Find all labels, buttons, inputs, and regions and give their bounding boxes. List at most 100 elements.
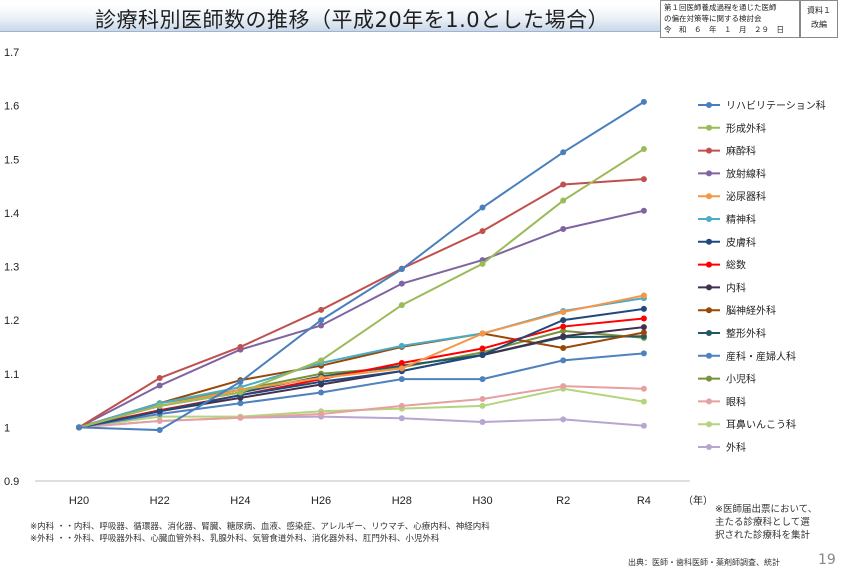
series-line [78,178,644,429]
material-number: 資料１ [807,6,831,15]
legend-marker [706,352,712,359]
page-title: 診療科別医師数の推移（平成20年を1.0とした場合） [95,8,610,32]
x-tick-label: R4 [637,495,651,507]
data-point [156,408,163,415]
data-point [640,385,647,392]
series-line [78,148,645,429]
footnotes: ※内科 ・・内科、呼吸器、循環器、消化器、腎臓、糖尿病、血液、感染症、アレルギー… [30,521,490,545]
legend-marker [706,147,712,154]
data-point [398,402,405,409]
legend-label: 眼科 [726,395,746,408]
data-point [479,402,486,409]
data-point [318,410,325,417]
legend-label: 産科・産婦人科 [726,350,796,363]
data-point [479,351,486,358]
series-line [78,331,645,429]
y-tick-label: 0.9 [4,476,19,488]
data-point [560,197,567,204]
data-point [156,427,163,434]
data-point [479,395,486,402]
data-point [156,375,163,382]
data-point [640,350,647,357]
legend-label: リハビリテーション科 [726,99,826,112]
x-tick-label: R2 [556,495,570,507]
legend-marker [706,307,712,314]
data-point [237,343,244,350]
meeting-info-box: 第１回医師養成過程を通じた医師 の偏在対策等に関する検討会 令 和 ６ 年 １ … [660,0,800,38]
series-line [78,307,645,429]
data-point [237,389,244,396]
aggregation-note-line2: 主たる診療科として選 [715,517,810,528]
data-point [560,357,567,364]
legend-marker [706,124,712,131]
data-point [237,400,244,407]
data-point [560,327,567,334]
data-point [398,342,405,349]
legend-label: 麻酔科 [726,145,756,158]
data-point [398,415,405,422]
meeting-date: 令 和 ６ 年 １ 月 ２９ 日 [664,25,784,34]
data-point [398,360,405,367]
aggregation-note: ※医師届出票において、 主たる診療科として選 択された診療科を集計 [715,503,817,542]
data-point [640,292,647,299]
material-label-box: 資料１ 改編 [800,0,838,38]
data-point [640,207,647,214]
legend-marker [706,421,712,428]
legend-label: 整形外科 [726,327,766,340]
legend-marker [706,193,712,200]
data-point [560,323,567,330]
data-point [237,378,244,385]
y-tick-label: 1.7 [4,47,19,59]
data-point [640,329,647,336]
legend-marker [706,330,712,336]
legend-marker [706,375,712,382]
meeting-name-line2: の偏在対策等に関する検討会 [664,14,762,23]
data-point [560,181,567,188]
data-point [640,98,647,105]
series-line [78,297,645,429]
legend-marker [706,238,712,245]
series-line [78,209,645,429]
data-point [398,365,405,372]
legend-label: 外科 [726,441,746,454]
data-point [479,260,486,267]
data-point [318,375,325,382]
legend-marker [706,102,712,108]
data-point [398,266,405,273]
page-number: 19 [818,552,836,568]
x-tick-label: H26 [311,495,331,507]
material-edit-note: 改編 [811,20,827,29]
series-line [78,352,644,429]
data-point [479,345,486,352]
series-line [78,385,644,429]
legend-label: 形成外科 [726,122,766,135]
legend-label: 耳鼻いんこう科 [726,418,796,431]
data-point [479,376,486,383]
data-point [560,225,567,232]
data-point [560,333,567,340]
data-point [318,317,325,324]
legend-label: 精神科 [726,213,756,226]
series-line [78,101,645,432]
data-point [156,402,163,409]
data-point [237,414,244,421]
data-point [560,345,567,352]
series-line [78,415,644,429]
legend-marker [706,216,712,222]
legend-label: 脳神経外科 [726,304,776,317]
data-point [640,324,647,331]
data-point [560,149,567,156]
data-point [156,382,163,389]
x-axis-label: （年） [683,494,713,507]
x-tick-label: H30 [472,495,492,507]
data-point [560,383,567,390]
data-point [560,309,567,316]
data-point [640,422,647,429]
data-point [560,317,567,324]
legend-label: 放射線科 [726,167,766,180]
data-point [398,280,405,287]
data-point [640,176,647,183]
title-bar: 診療科別医師数の推移（平成20年を1.0とした場合） [0,0,843,36]
data-point [560,416,567,423]
legend-label: 泌尿器科 [726,190,766,203]
